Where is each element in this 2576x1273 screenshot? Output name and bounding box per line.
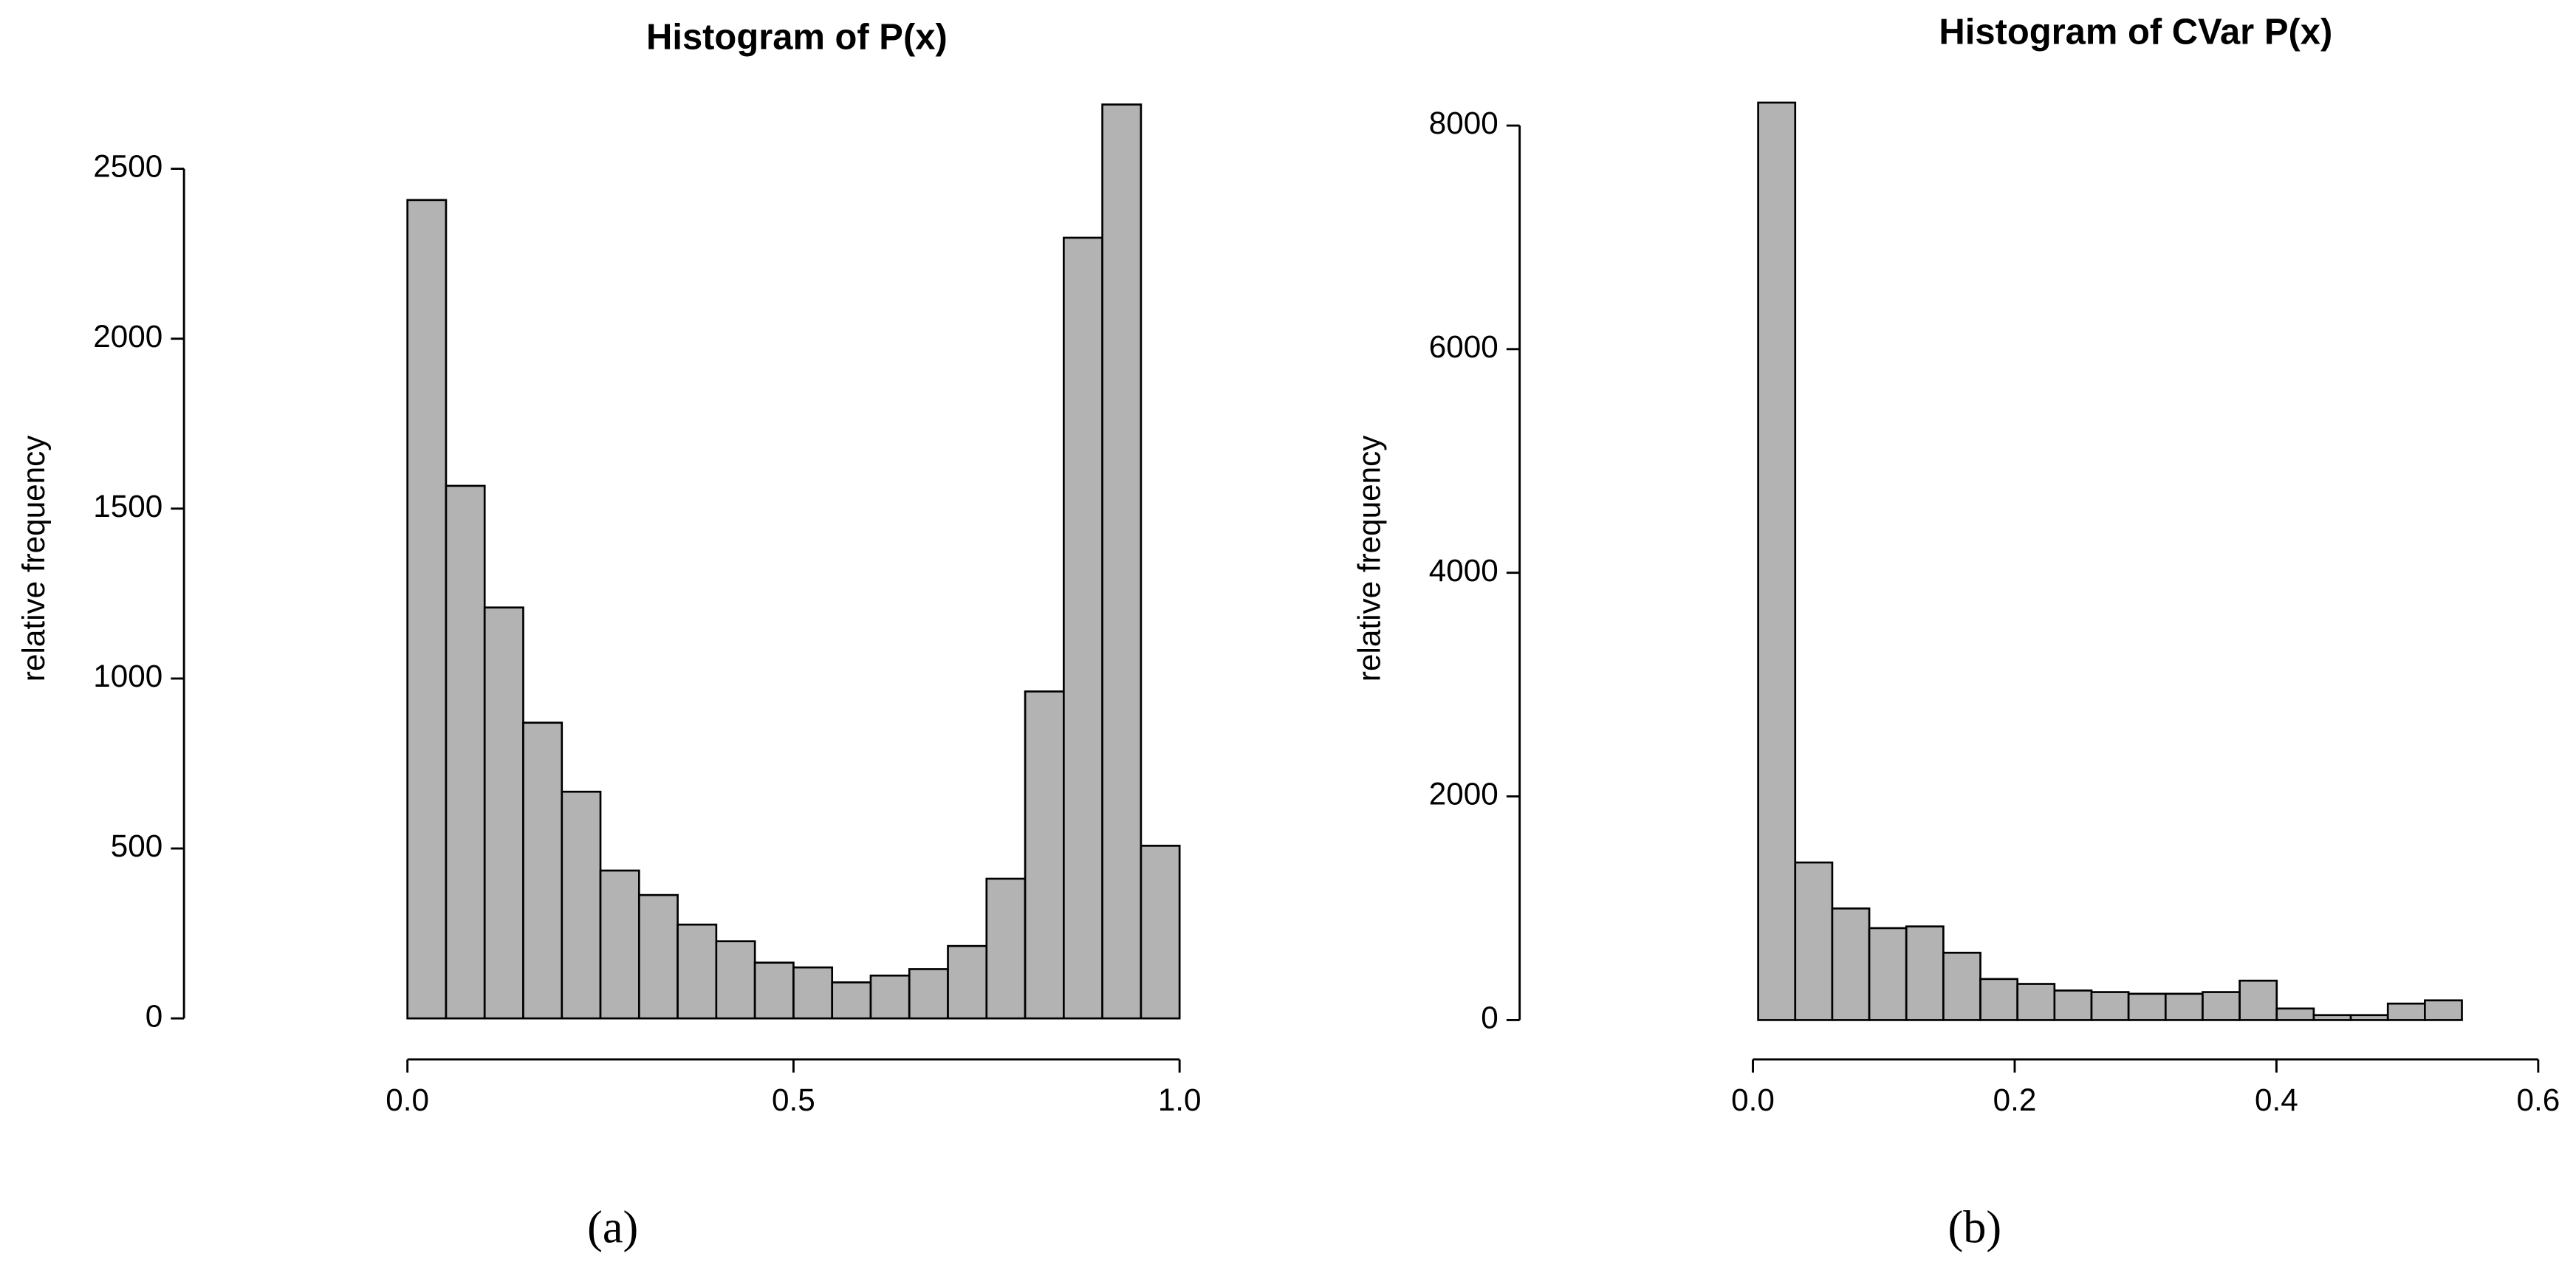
bar: [561, 790, 602, 1020]
bar: [2090, 991, 2130, 1021]
y-tick-label: 4000: [1429, 553, 1498, 588]
chart-title: Histogram of CVar P(x): [1939, 13, 2332, 52]
bar: [445, 484, 486, 1020]
bar: [2424, 999, 2463, 1021]
bar: [715, 940, 756, 1020]
bar: [1063, 236, 1103, 1020]
y-tick-label: 1500: [93, 489, 162, 524]
x-tick-label: 1.0: [1158, 1082, 1202, 1117]
bar: [2202, 991, 2241, 1021]
bar: [2275, 1007, 2315, 1021]
bar: [676, 923, 718, 1020]
bar: [753, 961, 795, 1020]
bar: [1942, 951, 1981, 1021]
bar: [1101, 103, 1143, 1020]
bar: [792, 966, 834, 1020]
bar: [522, 721, 564, 1020]
bar: [599, 869, 640, 1020]
bar: [908, 968, 949, 1020]
bar: [2016, 983, 2056, 1021]
bar: [483, 606, 524, 1020]
chart-title: Histogram of P(x): [646, 17, 948, 57]
y-tick-label: 1000: [93, 659, 162, 693]
x-tick-label: 0.5: [772, 1082, 815, 1117]
y-tick-label: 6000: [1429, 329, 1498, 364]
y-tick-label: 500: [111, 828, 163, 863]
x-tick-label: 0.0: [386, 1082, 429, 1117]
y-tick-label: 2000: [93, 319, 162, 354]
y-axis-label: relative frequency: [1352, 435, 1387, 682]
bar: [947, 944, 988, 1020]
bar: [2238, 979, 2278, 1021]
bar: [2053, 989, 2093, 1021]
bar: [831, 981, 872, 1020]
bar: [2127, 992, 2167, 1021]
bar: [2312, 1014, 2352, 1021]
bar: [1757, 101, 1797, 1021]
bar: [1794, 861, 1834, 1021]
bar: [1024, 690, 1065, 1020]
caption: (a): [587, 1203, 638, 1253]
bar: [406, 199, 448, 1020]
x-tick-label: 0.4: [2255, 1082, 2298, 1117]
x-tick-label: 0.2: [1993, 1082, 2037, 1117]
y-tick-label: 2500: [93, 149, 162, 184]
bar: [1140, 845, 1181, 1020]
bar: [985, 877, 1027, 1020]
y-tick-label: 2000: [1429, 777, 1498, 812]
x-tick-label: 0.6: [2516, 1082, 2560, 1117]
bar: [2349, 1014, 2389, 1021]
caption: (b): [1948, 1203, 2002, 1253]
bar: [637, 893, 679, 1020]
y-tick-label: 0: [1481, 1001, 1498, 1035]
bar: [1831, 907, 1871, 1021]
x-tick-label: 0.0: [1731, 1082, 1775, 1117]
bar: [2164, 992, 2204, 1021]
y-tick-label: 8000: [1429, 106, 1498, 140]
bar: [1979, 978, 2019, 1021]
y-tick-label: 0: [145, 998, 163, 1033]
bar: [869, 974, 911, 1020]
y-axis-label: relative frequency: [16, 435, 51, 682]
bar: [1868, 927, 1908, 1021]
bar: [2386, 1002, 2426, 1021]
bar: [1905, 925, 1945, 1021]
